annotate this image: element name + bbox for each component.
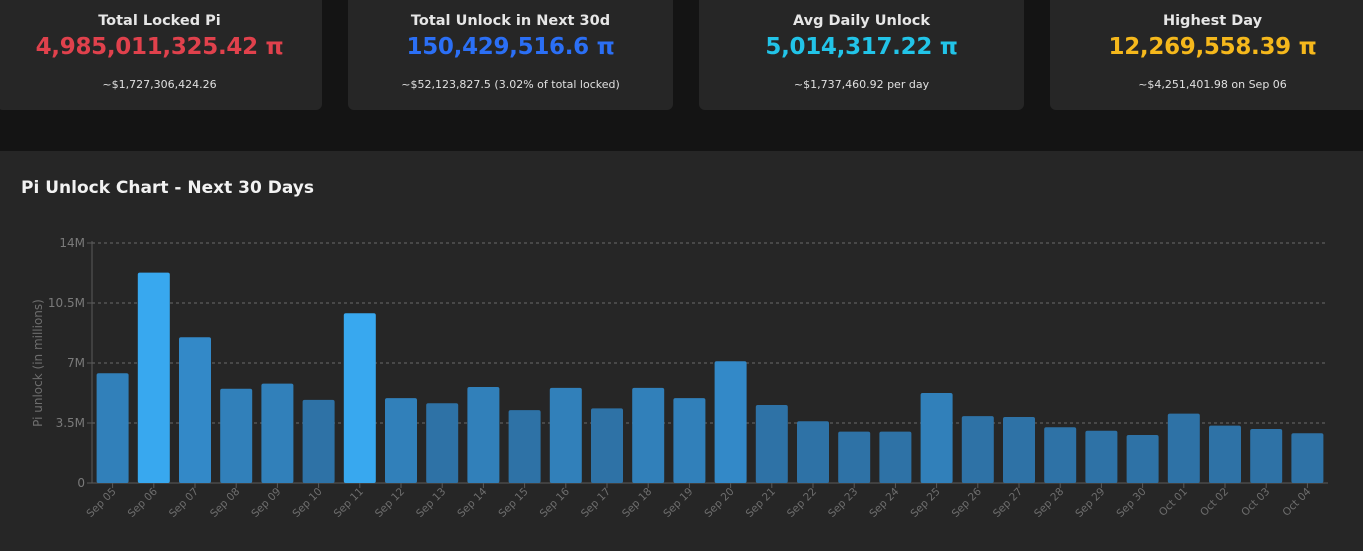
card-label: Highest Day: [1162, 13, 1263, 29]
x-tick-label: Sep 08: [208, 486, 242, 520]
y-tick-label: 7M: [67, 356, 85, 370]
card-avg-daily-unlock: Avg Daily Unlock 5,014,317.22 π ~$1,737,…: [699, 0, 1024, 110]
bar: [220, 388, 253, 483]
bar: [1250, 429, 1283, 483]
bar: [302, 399, 335, 483]
card-total-unlock-30d: Total Unlock in Next 30d 150,429,516.6 π…: [348, 0, 673, 110]
bar: [961, 416, 994, 483]
chart-panel: Pi Unlock Chart - Next 30 Days 0 3.5M 7M 10…: [0, 151, 1363, 551]
x-tick-label: Sep 12: [373, 486, 407, 520]
bar: [714, 361, 747, 483]
y-tick-label: 0: [77, 476, 85, 490]
x-tick-label: Sep 13: [414, 486, 448, 520]
card-subtext: ~$1,737,460.92 per day: [793, 78, 930, 91]
x-tick-label: Sep 28: [1032, 486, 1066, 520]
unlock-bar-chart: 0 3.5M 7M 10.5M 14M Pi unlock (in millions) Se…: [31, 236, 1328, 520]
bar: [797, 421, 829, 483]
x-tick-label: Oct 03: [1239, 486, 1272, 519]
bar: [549, 387, 582, 483]
bar: [261, 383, 294, 483]
x-tick-label: Sep 11: [332, 486, 366, 520]
bar: [1291, 433, 1324, 483]
x-tick-label: Sep 29: [1073, 486, 1107, 520]
bar: [838, 431, 871, 483]
x-tick-label: Sep 26: [950, 485, 985, 520]
x-tick-label: Sep 10: [290, 486, 324, 520]
x-tick-label: Sep 24: [867, 485, 902, 520]
card-subtext: ~$52,123,827.5 (3.02% of total locked): [401, 78, 620, 91]
summary-cards: Total Locked Pi 4,985,011,325.42 π ~$1,7…: [0, 0, 1363, 150]
y-axis-label: Pi unlock (in millions): [31, 299, 45, 427]
y-tick-label: 14M: [59, 236, 85, 250]
x-tick-label: Sep 20: [702, 486, 736, 520]
bar: [343, 313, 376, 483]
card-value: 5,014,317.22 π: [765, 34, 958, 60]
x-tick-label: Sep 23: [826, 486, 860, 520]
bar: [1003, 417, 1035, 483]
y-tick-label: 3.5M: [56, 416, 85, 430]
x-tick-label: Sep 27: [991, 486, 1025, 520]
x-tick-label: Sep 18: [620, 486, 654, 520]
bar: [1209, 425, 1241, 483]
x-tick-label: Sep 30: [1114, 486, 1148, 520]
card-label: Total Locked Pi: [98, 13, 221, 29]
bar: [1126, 435, 1159, 483]
x-tick-label: Sep 14: [455, 485, 490, 520]
x-tick-label: Sep 09: [249, 486, 283, 520]
bar: [755, 405, 788, 483]
bar: [1167, 413, 1200, 483]
bar: [673, 398, 706, 483]
card-label: Avg Daily Unlock: [792, 13, 931, 29]
bar: [920, 393, 953, 483]
card-subtext: ~$1,727,306,424.26: [102, 78, 217, 91]
x-tick-label: Sep 06: [126, 485, 161, 520]
x-tick-label: Sep 16: [538, 485, 573, 520]
card-value: 150,429,516.6 π: [406, 34, 615, 60]
bar: [96, 373, 129, 483]
x-tick-label: Oct 01: [1157, 486, 1190, 519]
x-tick-label: Sep 17: [579, 486, 613, 520]
bar: [1085, 430, 1118, 483]
bar: [879, 431, 912, 483]
x-tick-label: Sep 21: [744, 486, 778, 520]
card-total-locked: Total Locked Pi 4,985,011,325.42 π ~$1,7…: [0, 0, 322, 110]
bar: [426, 403, 459, 483]
x-tick-label: Sep 15: [496, 486, 530, 520]
bar: [179, 337, 211, 483]
bar: [591, 408, 623, 483]
x-tick-label: Oct 04: [1280, 485, 1313, 518]
x-tick-label: Sep 22: [785, 486, 819, 520]
bar: [632, 387, 665, 483]
card-value: 12,269,558.39 π: [1108, 34, 1317, 60]
card-label: Total Unlock in Next 30d: [410, 13, 611, 29]
x-tick-label: Sep 19: [661, 486, 695, 520]
bar: [385, 398, 417, 483]
bar: [467, 387, 500, 483]
card-subtext: ~$4,251,401.98 on Sep 06: [1138, 78, 1287, 91]
bar: [508, 410, 541, 483]
bar: [1044, 427, 1077, 483]
y-tick-label: 10.5M: [48, 296, 85, 310]
x-tick-label: Sep 07: [167, 486, 201, 520]
card-highest-day: Highest Day 12,269,558.39 π ~$4,251,401.…: [1050, 0, 1363, 110]
card-value: 4,985,011,325.42 π: [35, 34, 284, 60]
bar: [137, 272, 170, 483]
x-tick-label: Sep 05: [84, 486, 118, 520]
x-tick-label: Oct 02: [1198, 486, 1231, 519]
chart-title: Pi Unlock Chart - Next 30 Days: [21, 178, 314, 198]
x-tick-label: Sep 25: [908, 486, 942, 520]
